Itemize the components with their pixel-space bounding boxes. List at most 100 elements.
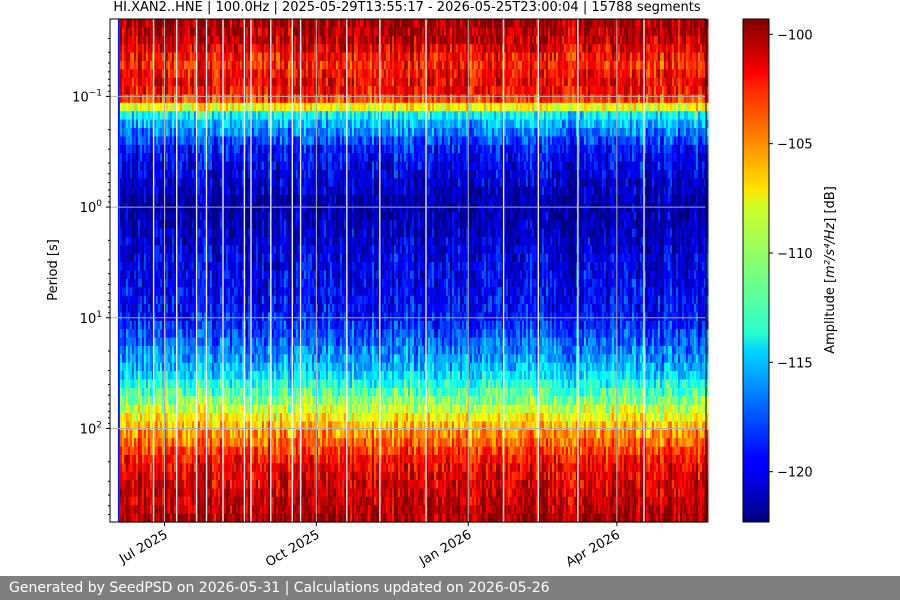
heatmap-cell <box>169 387 173 397</box>
heatmap-cell <box>121 19 125 28</box>
heatmap-cell <box>165 136 169 146</box>
heatmap-cell <box>149 471 153 481</box>
heatmap-cell <box>123 454 127 464</box>
heatmap-cell <box>145 52 149 62</box>
heatmap-cell <box>157 86 161 96</box>
heatmap-cell <box>121 480 125 490</box>
heatmap-cell <box>127 27 131 37</box>
heatmap-cell <box>171 144 175 154</box>
heatmap-cell <box>141 312 145 322</box>
heatmap-cell <box>133 446 137 456</box>
heatmap-cell <box>123 270 127 280</box>
heatmap-cell <box>127 262 131 272</box>
heatmap-cell <box>155 153 159 163</box>
heatmap-cell <box>135 312 139 322</box>
heatmap-cell <box>171 312 175 322</box>
heatmap-cell <box>139 345 143 355</box>
heatmap-cell <box>125 413 129 422</box>
heatmap-cell <box>127 102 131 112</box>
heatmap-cell <box>157 27 161 37</box>
heatmap-cell <box>131 195 135 204</box>
heatmap-cell <box>133 237 137 246</box>
heatmap-cell <box>155 270 159 280</box>
heatmap-cell <box>153 161 157 171</box>
heatmap-cell <box>135 337 139 347</box>
heatmap-cell <box>159 446 163 456</box>
heatmap-cell <box>169 454 173 464</box>
heatmap-cell <box>123 69 127 79</box>
heatmap-cell <box>147 195 151 204</box>
heatmap-cell <box>163 94 167 104</box>
heatmap-cell <box>145 220 149 230</box>
heatmap-cell <box>125 513 129 523</box>
heatmap-cell <box>129 337 133 347</box>
heatmap-cell <box>135 60 139 70</box>
heatmap-cell <box>131 237 135 246</box>
heatmap-cell <box>123 245 127 255</box>
heatmap-cell <box>139 178 143 188</box>
heatmap-cell <box>159 262 163 272</box>
heatmap-cell <box>157 262 161 272</box>
heatmap-cell <box>163 513 167 523</box>
heatmap-cell <box>159 362 163 372</box>
heatmap-cell <box>133 421 137 431</box>
heatmap-cell <box>135 304 139 313</box>
heatmap-cell <box>169 345 173 355</box>
heatmap-cell <box>121 287 125 297</box>
heatmap-cell <box>121 102 125 112</box>
heatmap-cell <box>143 304 147 313</box>
heatmap-cell <box>163 203 167 213</box>
heatmap-cell <box>147 69 151 79</box>
heatmap-cell <box>163 396 167 406</box>
heatmap-cell <box>165 111 169 121</box>
heatmap-cell <box>125 86 129 96</box>
heatmap-cell <box>171 513 175 523</box>
heatmap-cell <box>141 362 145 372</box>
heatmap-cell <box>167 161 171 171</box>
heatmap-cell <box>163 245 167 255</box>
heatmap-cell <box>121 119 125 129</box>
heatmap-cell <box>159 60 163 70</box>
heatmap-cell <box>129 295 133 305</box>
heatmap-cell <box>129 421 133 431</box>
heatmap-cell <box>135 228 139 238</box>
heatmap-cell <box>153 320 157 330</box>
heatmap-cell <box>133 35 137 45</box>
heatmap-cell <box>121 295 125 305</box>
heatmap-cell <box>159 379 163 389</box>
heatmap-cell <box>143 77 147 87</box>
heatmap-cell <box>149 94 153 104</box>
heatmap-cell <box>125 371 129 381</box>
heatmap-cell <box>125 295 129 305</box>
heatmap-cell <box>171 429 175 439</box>
heatmap-cell <box>171 136 175 146</box>
heatmap-cell <box>127 379 131 389</box>
heatmap-cell <box>137 19 141 28</box>
heatmap-cell <box>127 119 131 129</box>
heatmap-cell <box>159 413 163 422</box>
heatmap-cell <box>119 312 123 322</box>
heatmap-cell <box>165 396 169 406</box>
heatmap-cell <box>141 35 145 45</box>
heatmap-cell <box>129 496 133 506</box>
heatmap-cell <box>161 387 165 397</box>
heatmap-cell <box>157 253 161 263</box>
heatmap-cell <box>121 203 125 213</box>
heatmap-cell <box>125 488 129 498</box>
heatmap-cell <box>143 211 147 221</box>
heatmap-cell <box>163 19 167 28</box>
heatmap-cell <box>121 153 125 163</box>
heatmap-cell <box>157 371 161 381</box>
heatmap-cell <box>157 161 161 171</box>
heatmap-cell <box>159 295 163 305</box>
heatmap-cell <box>159 203 163 213</box>
heatmap-cell <box>131 60 135 70</box>
heatmap-cell <box>153 371 157 381</box>
heatmap-cell <box>139 278 143 288</box>
heatmap-cell <box>171 337 175 347</box>
heatmap-cell <box>135 345 139 355</box>
plot-area <box>109 18 709 523</box>
heatmap-cell <box>133 211 137 221</box>
heatmap-cell <box>127 320 131 330</box>
heatmap-cell <box>139 429 143 439</box>
